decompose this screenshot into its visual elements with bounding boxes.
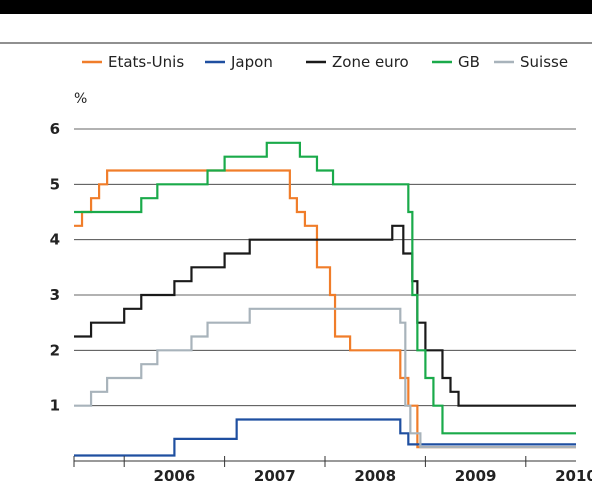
x-tick-label: 2008 bbox=[354, 467, 396, 485]
y-axis-unit: % bbox=[74, 91, 87, 107]
x-tick-label: 2007 bbox=[254, 467, 296, 485]
x-tick-label: 2006 bbox=[154, 467, 196, 485]
series-line-japon bbox=[74, 418, 576, 457]
y-tick-label: 1 bbox=[50, 397, 60, 415]
legend-label: Suisse bbox=[520, 53, 568, 71]
series-layer bbox=[74, 141, 576, 457]
legend-label: Zone euro bbox=[332, 53, 409, 71]
series-line-suisse bbox=[74, 307, 576, 449]
legend-label: GB bbox=[458, 53, 480, 71]
y-tick-label: 4 bbox=[50, 231, 60, 249]
y-tick-label: 2 bbox=[50, 341, 60, 359]
x-tick-label: 2009 bbox=[455, 467, 497, 485]
y-tick-label: 5 bbox=[50, 175, 60, 193]
x-tick-label: 2010 bbox=[555, 467, 592, 485]
y-axis-ticks: 1 2 3 4 5 6 bbox=[50, 120, 60, 415]
top-rule bbox=[0, 0, 592, 14]
x-axis: 2006 2007 2008 2009 2010 bbox=[73, 456, 592, 485]
legend-label: Japon bbox=[230, 53, 273, 71]
y-tick-label: 3 bbox=[50, 286, 60, 304]
legend-label: Etats-Unis bbox=[108, 53, 184, 71]
y-tick-label: 6 bbox=[50, 120, 60, 138]
series-line-gb bbox=[74, 141, 576, 435]
legend: Etats-Unis Japon Zone euro GB Suisse bbox=[82, 53, 568, 71]
series-line-zone-euro bbox=[74, 224, 576, 407]
